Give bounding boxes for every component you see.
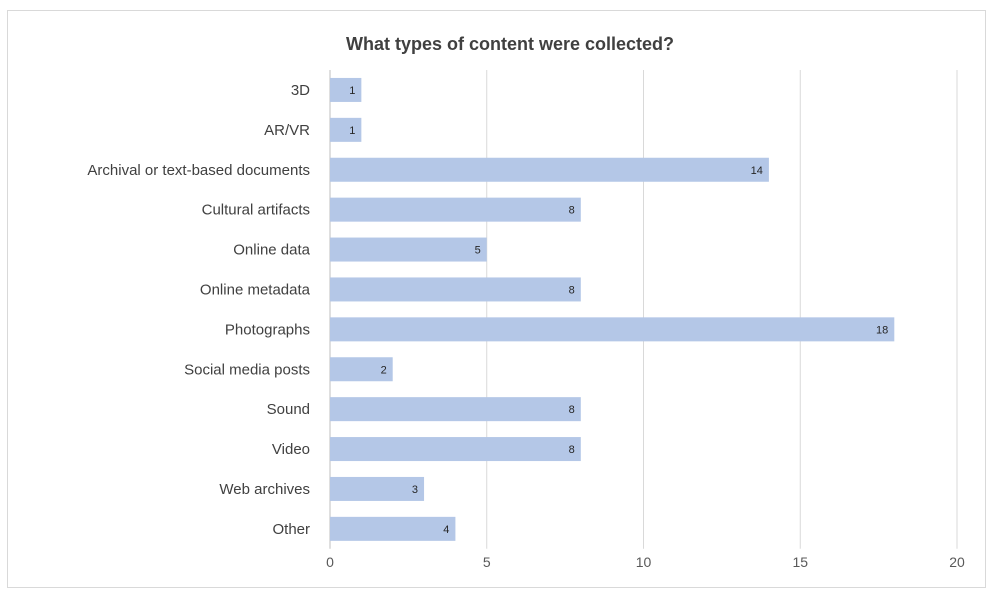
category-label-3: Archival or text-based documents bbox=[87, 162, 310, 179]
bar-9 bbox=[330, 397, 581, 422]
data-label-1: 1 bbox=[349, 85, 355, 97]
category-label-7: Photographs bbox=[225, 321, 310, 338]
category-label-2: AR/VR bbox=[264, 122, 310, 139]
data-label-6: 8 bbox=[569, 284, 575, 296]
x-axis-ticks: 0 5 10 15 20 bbox=[326, 554, 965, 570]
data-label-4: 8 bbox=[569, 205, 575, 217]
bar-1 bbox=[330, 77, 362, 102]
data-label-8: 2 bbox=[381, 364, 387, 376]
x-tick-label-20: 20 bbox=[949, 554, 965, 570]
category-label-6: Online metadata bbox=[200, 281, 311, 298]
bar-10 bbox=[330, 437, 581, 462]
category-label-4: Cultural artifacts bbox=[202, 202, 310, 219]
data-label-3: 14 bbox=[751, 165, 763, 177]
data-label-5: 5 bbox=[475, 245, 481, 257]
bar-7 bbox=[330, 317, 895, 342]
category-label-11: Web archives bbox=[219, 481, 310, 498]
data-label-10: 8 bbox=[569, 444, 575, 456]
x-tick-label-15: 15 bbox=[792, 554, 808, 570]
category-label-10: Video bbox=[272, 441, 310, 458]
gridlines bbox=[329, 70, 958, 549]
category-label-1: 3D bbox=[291, 82, 310, 99]
category-label-8: Social media posts bbox=[184, 361, 310, 378]
x-tick-label-0: 0 bbox=[326, 554, 334, 570]
category-labels: 3D AR/VR Archival or text-based documents C… bbox=[87, 82, 310, 538]
category-label-9: Sound bbox=[267, 401, 310, 418]
bar-2 bbox=[330, 117, 362, 142]
x-tick-label-5: 5 bbox=[483, 554, 491, 570]
data-label-12: 4 bbox=[443, 524, 449, 536]
bar-8 bbox=[330, 357, 393, 382]
category-label-5: Online data bbox=[233, 242, 310, 259]
bar-6 bbox=[330, 277, 581, 302]
category-label-12: Other bbox=[272, 521, 310, 538]
data-label-9: 8 bbox=[569, 404, 575, 416]
bar-5 bbox=[330, 237, 487, 262]
chart-title: What types of content were collected? bbox=[346, 34, 674, 54]
data-label-11: 3 bbox=[412, 484, 418, 496]
bar-12 bbox=[330, 516, 456, 541]
bar-11 bbox=[330, 476, 425, 501]
data-label-7: 18 bbox=[876, 324, 888, 336]
bar-4 bbox=[330, 197, 581, 222]
bar-3 bbox=[330, 157, 769, 182]
x-tick-label-10: 10 bbox=[636, 554, 652, 570]
data-label-2: 1 bbox=[349, 125, 355, 137]
